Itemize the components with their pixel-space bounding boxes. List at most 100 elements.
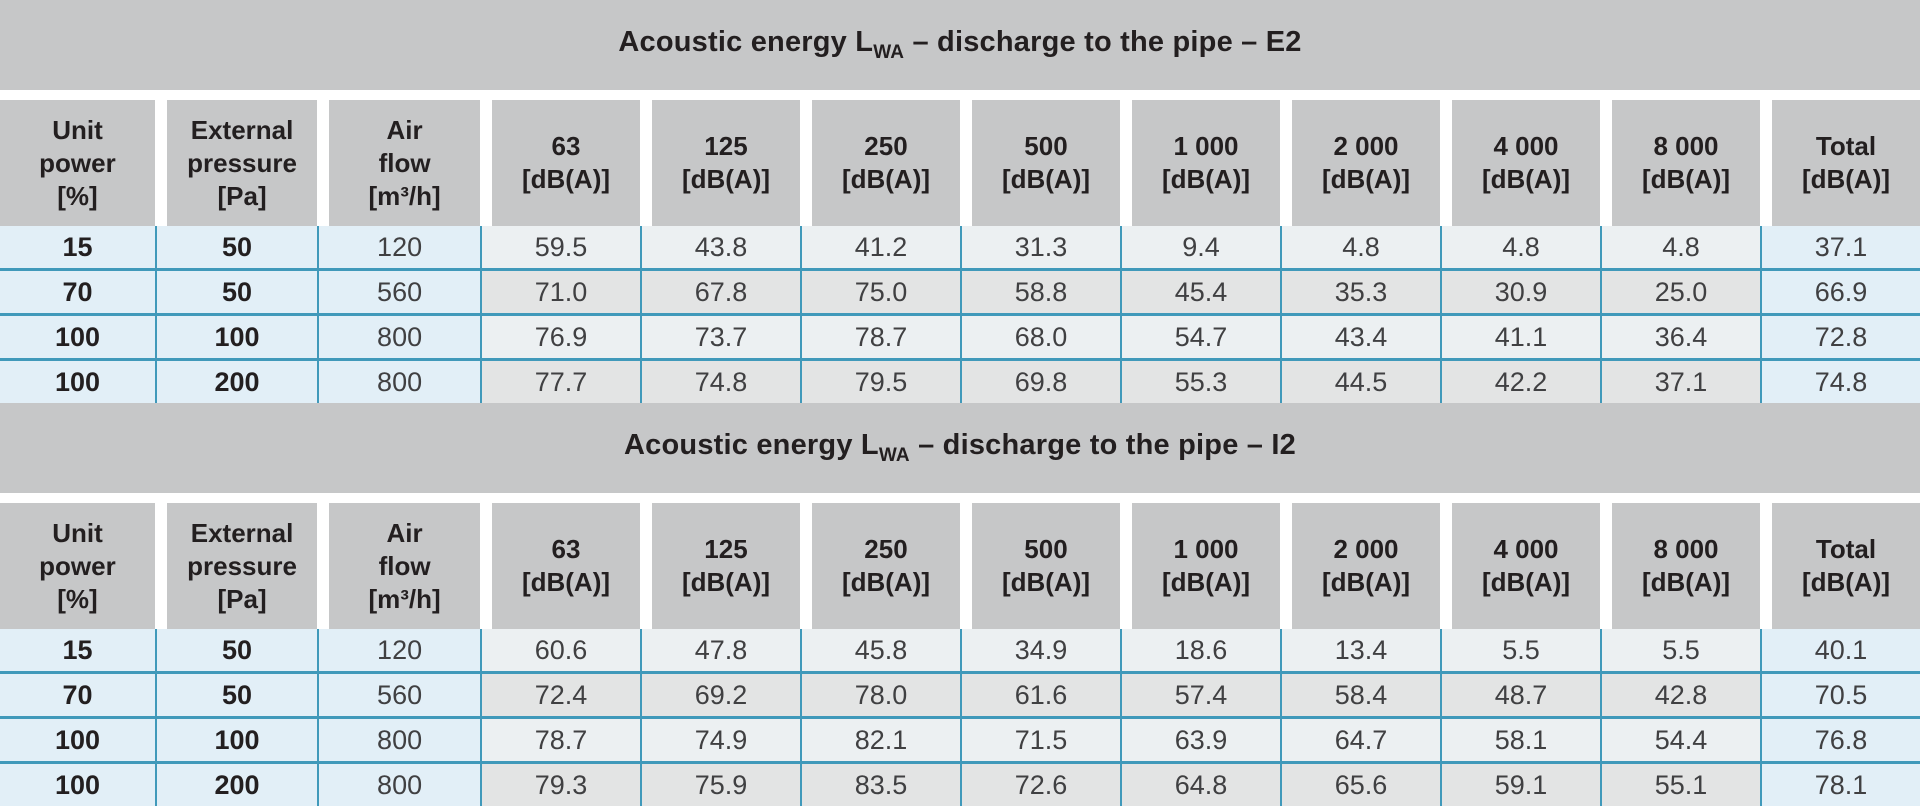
cell-125: 74.8 (639, 361, 800, 403)
column-header-2000: 2 000 [dB(A)] (1279, 503, 1440, 629)
table-e2-row-1: 15 50 120 59.5 43.8 41.2 31.3 9.4 4.8 4.8 4.8 37.1 (0, 226, 1920, 268)
cell-63: 59.5 (479, 226, 640, 268)
cell-250: 79.5 (799, 361, 960, 403)
cell-air-flow: 800 (317, 361, 480, 403)
cell-2000: 64.7 (1279, 719, 1440, 761)
header-line: [dB(A)] (1321, 164, 1411, 194)
table-body-e2: 15 50 120 59.5 43.8 41.2 31.3 9.4 4.8 4.8 4.8 37.1 7… (0, 226, 1920, 403)
cell-8000: 4.8 (1599, 226, 1760, 268)
table-i2-row-3: 100 100 800 78.7 74.9 82.1 71.5 63.9 64.7 58.1 54.… (0, 716, 1920, 761)
cell-external-pressure: 50 (154, 226, 318, 268)
cell-1000: 45.4 (1119, 271, 1280, 313)
cell-1000: 57.4 (1119, 674, 1280, 716)
header-line: [dB(A)] (1001, 164, 1091, 194)
cell-4000: 42.2 (1439, 361, 1600, 403)
cell-8000: 5.5 (1599, 629, 1760, 671)
header-line: 500 (1024, 534, 1068, 564)
header-line: power (39, 550, 116, 581)
cell-63: 78.7 (479, 719, 640, 761)
acoustic-table-i2: Acoustic energy LWA – discharge to the p… (0, 403, 1920, 806)
column-header-125: 125 [dB(A)] (639, 503, 800, 629)
cell-8000: 55.1 (1599, 764, 1760, 806)
header-line: Unit (52, 517, 103, 548)
column-header-8000: 8 000 [dB(A)] (1599, 503, 1760, 629)
cell-125: 73.7 (639, 316, 800, 358)
header-line: 250 (864, 534, 908, 564)
cell-air-flow: 560 (317, 271, 480, 313)
cell-250: 82.1 (799, 719, 960, 761)
cell-500: 61.6 (959, 674, 1120, 716)
cell-125: 43.8 (639, 226, 800, 268)
cell-125: 75.9 (639, 764, 800, 806)
cell-4000: 5.5 (1439, 629, 1600, 671)
header-line: pressure (187, 147, 297, 178)
cell-500: 69.8 (959, 361, 1120, 403)
cell-total: 74.8 (1759, 361, 1920, 403)
header-line: 2 000 (1333, 131, 1399, 161)
title-subscript: WA (873, 41, 905, 63)
cell-63: 79.3 (479, 764, 640, 806)
cell-63: 72.4 (479, 674, 640, 716)
column-header-air-flow: Air flow [m³/h] (317, 503, 480, 629)
cell-total: 76.8 (1759, 719, 1920, 761)
header-line: [dB(A)] (1321, 567, 1411, 597)
column-header-unit-power: Unit power [%] (0, 100, 155, 226)
header-line: 125 (704, 534, 748, 564)
header-line: [m³/h] (368, 583, 441, 614)
title-subscript: WA (878, 444, 910, 466)
cell-air-flow: 560 (317, 674, 480, 716)
column-header-63: 63 [dB(A)] (479, 100, 640, 226)
table-body-i2: 15 50 120 60.6 47.8 45.8 34.9 18.6 13.4 5.5 5.5 40.… (0, 629, 1920, 806)
cell-1000: 64.8 (1119, 764, 1280, 806)
cell-1000: 63.9 (1119, 719, 1280, 761)
header-line: External (190, 114, 294, 145)
cell-unit-power: 100 (0, 719, 155, 761)
column-header-total: Total [dB(A)] (1759, 100, 1920, 226)
cell-2000: 44.5 (1279, 361, 1440, 403)
cell-4000: 48.7 (1439, 674, 1600, 716)
cell-2000: 43.4 (1279, 316, 1440, 358)
cell-external-pressure: 200 (154, 764, 318, 806)
header-line: [dB(A)] (841, 164, 931, 194)
cell-8000: 42.8 (1599, 674, 1760, 716)
cell-external-pressure: 100 (154, 719, 318, 761)
column-header-4000: 4 000 [dB(A)] (1439, 100, 1600, 226)
cell-63: 77.7 (479, 361, 640, 403)
header-line: Air (386, 517, 423, 548)
cell-external-pressure: 200 (154, 361, 318, 403)
header-line: 250 (864, 131, 908, 161)
cell-unit-power: 70 (0, 271, 155, 313)
header-line: [Pa] (217, 583, 267, 614)
cell-125: 47.8 (639, 629, 800, 671)
header-line: Air (386, 114, 423, 145)
cell-250: 45.8 (799, 629, 960, 671)
table-i2-row-1: 15 50 120 60.6 47.8 45.8 34.9 18.6 13.4 5.5 5.5 40.… (0, 629, 1920, 671)
table-e2-row-3: 100 100 800 76.9 73.7 78.7 68.0 54.7 43.4 41.1 36.… (0, 313, 1920, 358)
table-title-i2: Acoustic energy LWA – discharge to the p… (624, 429, 1296, 467)
cell-63: 71.0 (479, 271, 640, 313)
cell-500: 71.5 (959, 719, 1120, 761)
cell-1000: 9.4 (1119, 226, 1280, 268)
header-line: [%] (57, 180, 98, 211)
column-header-125: 125 [dB(A)] (639, 100, 800, 226)
cell-125: 69.2 (639, 674, 800, 716)
header-line: Unit (52, 114, 103, 145)
cell-unit-power: 15 (0, 226, 155, 268)
header-line: 2 000 (1333, 534, 1399, 564)
header-line: 63 (551, 534, 581, 564)
table-e2-row-2: 70 50 560 71.0 67.8 75.0 58.8 45.4 35.3 30.9 25.0 6… (0, 268, 1920, 313)
cell-125: 67.8 (639, 271, 800, 313)
cell-air-flow: 120 (317, 629, 480, 671)
cell-500: 72.6 (959, 764, 1120, 806)
column-header-4000: 4 000 [dB(A)] (1439, 503, 1600, 629)
column-header-250: 250 [dB(A)] (799, 503, 960, 629)
cell-2000: 35.3 (1279, 271, 1440, 313)
cell-500: 34.9 (959, 629, 1120, 671)
cell-total: 78.1 (1759, 764, 1920, 806)
title-prefix: Acoustic energy L (624, 429, 879, 462)
header-line: [dB(A)] (1161, 164, 1251, 194)
cell-125: 74.9 (639, 719, 800, 761)
cell-total: 66.9 (1759, 271, 1920, 313)
cell-500: 31.3 (959, 226, 1120, 268)
cell-air-flow: 800 (317, 316, 480, 358)
